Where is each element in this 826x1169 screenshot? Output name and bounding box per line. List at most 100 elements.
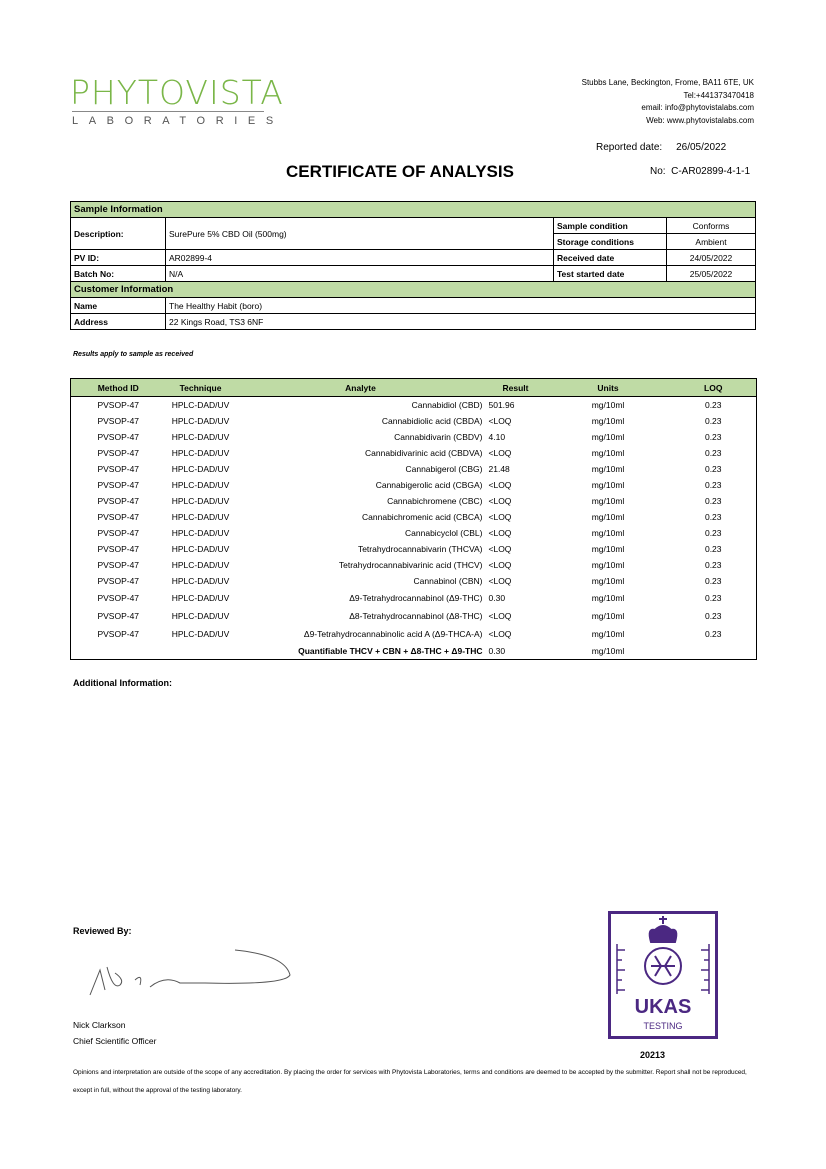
cell-analyte: Tetrahydrocannabivarin (THCVA) <box>357 544 483 554</box>
table-row: PVSOP-47 HPLC-DAD/UV Cannabinol (CBN) <LOQ m… <box>71 573 757 589</box>
cell-technique: HPLC-DAD/UV <box>171 560 230 570</box>
cell-technique: HPLC-DAD/UV <box>171 528 230 538</box>
description-value: SurePure 5% CBD Oil (500mg) <box>165 217 554 250</box>
storage-label: Storage conditions <box>553 233 667 250</box>
no-label: No: <box>650 166 666 177</box>
table-row: PVSOP-47 HPLC-DAD/UV Δ9-Tetrahydrocannabin… <box>71 589 757 607</box>
empty-cell <box>166 643 236 660</box>
cell-result: <LOQ <box>488 480 512 490</box>
cell-loq: 0.23 <box>704 629 722 639</box>
cell-technique: HPLC-DAD/UV <box>171 400 230 410</box>
description-label: Description: <box>70 217 166 250</box>
table-row: PVSOP-47 HPLC-DAD/UV Cannabichromene (CBC)… <box>71 493 757 509</box>
email: email: info@phytovistalabs.com <box>641 103 754 112</box>
cell-method-id: PVSOP-47 <box>97 464 140 474</box>
logo-subtitle: LABORATORIES <box>72 115 284 127</box>
cell-technique: HPLC-DAD/UV <box>171 464 230 474</box>
cell-technique: HPLC-DAD/UV <box>171 544 230 554</box>
cell-method-id: PVSOP-47 <box>97 593 140 603</box>
cell-units: mg/10ml <box>591 560 625 570</box>
address-line: Stubbs Lane, Beckington, Frome, BA11 6TE… <box>581 78 754 87</box>
results-header-row: Method ID Technique Analyte Result Units LOQ <box>70 378 757 397</box>
condition-label: Sample condition <box>553 217 667 234</box>
cell-loq: 0.23 <box>704 560 722 570</box>
cell-result: <LOQ <box>488 560 512 570</box>
cell-method-id: PVSOP-47 <box>97 432 140 442</box>
certificate-number: No: C-AR02899-4-1-1 <box>650 166 750 177</box>
cell-technique: HPLC-DAD/UV <box>171 611 230 621</box>
total-result: 0.30 <box>488 646 506 656</box>
cell-units: mg/10ml <box>591 496 625 506</box>
header-method-id: Method ID <box>70 378 166 397</box>
cell-units: mg/10ml <box>591 464 625 474</box>
cell-technique: HPLC-DAD/UV <box>171 432 230 442</box>
empty-cell <box>671 643 757 660</box>
cell-technique: HPLC-DAD/UV <box>171 480 230 490</box>
cell-loq: 0.23 <box>704 480 722 490</box>
cell-technique: HPLC-DAD/UV <box>171 629 230 639</box>
table-row: PVSOP-47 HPLC-DAD/UV Cannabidivarinic acid… <box>71 445 757 461</box>
cell-method-id: PVSOP-47 <box>97 480 140 490</box>
ukas-number: 20213 <box>640 1050 666 1060</box>
received-value: 24/05/2022 <box>666 249 756 266</box>
reported-label: Reported date: <box>596 142 663 153</box>
table-row: PVSOP-47 HPLC-DAD/UV Tetrahydrocannabivari… <box>71 557 757 573</box>
total-units: mg/10ml <box>591 646 625 656</box>
cell-analyte: Cannabinol (CBN) <box>413 576 483 586</box>
cell-result: 4.10 <box>488 432 506 442</box>
table-row: PVSOP-47 HPLC-DAD/UV Δ9-Tetrahydrocannabin… <box>71 625 757 643</box>
table-row: PVSOP-47 HPLC-DAD/UV Tetrahydrocannabivari… <box>71 541 757 557</box>
cell-analyte: Tetrahydrocannabivarinic acid (THCV) <box>338 560 483 570</box>
table-row: PVSOP-47 HPLC-DAD/UV Cannabidiolic acid (C… <box>71 413 757 429</box>
cell-method-id: PVSOP-47 <box>97 496 140 506</box>
cell-result: 501.96 <box>488 400 515 410</box>
cell-technique: HPLC-DAD/UV <box>171 593 230 603</box>
cell-result: <LOQ <box>488 496 512 506</box>
cell-analyte: Δ9-Tetrahydrocannabinol (Δ9-THC) <box>349 593 483 603</box>
empty-cell <box>71 643 166 660</box>
no-value: C-AR02899-4-1-1 <box>671 166 751 177</box>
page-title: CERTIFICATE OF ANALYSIS <box>286 162 514 181</box>
header-analyte: Analyte <box>235 378 486 397</box>
cell-method-id: PVSOP-47 <box>97 576 140 586</box>
cell-analyte: Cannabidivarin (CBDV) <box>394 432 483 442</box>
ukas-text: UKAS <box>635 996 692 1018</box>
cell-technique: HPLC-DAD/UV <box>171 416 230 426</box>
cell-technique: HPLC-DAD/UV <box>171 448 230 458</box>
batch-label: Batch No: <box>70 265 166 282</box>
lab-address: Stubbs Lane, Beckington, Frome, BA11 6TE… <box>582 77 754 127</box>
cell-loq: 0.23 <box>704 512 722 522</box>
table-row: PVSOP-47 HPLC-DAD/UV Cannabichromenic acid… <box>71 509 757 525</box>
cell-technique: HPLC-DAD/UV <box>171 496 230 506</box>
total-label: Quantifiable THCV + CBN + Δ8-THC + Δ9-TH… <box>298 646 483 656</box>
cell-loq: 0.23 <box>704 544 722 554</box>
cell-units: mg/10ml <box>591 416 625 426</box>
cell-units: mg/10ml <box>591 528 625 538</box>
cell-method-id: PVSOP-47 <box>97 560 140 570</box>
website: Web: www.phytovistalabs.com <box>646 115 754 125</box>
cell-units: mg/10ml <box>591 611 625 621</box>
started-label: Test started date <box>553 265 667 282</box>
pvid-value: AR02899-4 <box>165 249 554 266</box>
cell-loq: 0.23 <box>704 611 722 621</box>
reviewer: Nick Clarkson Chief Scientific Officer <box>73 1017 156 1049</box>
cell-analyte: Δ9-Tetrahydrocannabinolic acid A (Δ9-THC… <box>303 629 483 639</box>
cell-loq: 0.23 <box>704 576 722 586</box>
cell-method-id: PVSOP-47 <box>97 528 140 538</box>
cell-method-id: PVSOP-47 <box>97 629 140 639</box>
cell-method-id: PVSOP-47 <box>97 416 140 426</box>
header-technique: Technique <box>165 378 236 397</box>
footer-disclaimer: Opinions and interpretation are outside … <box>73 1069 747 1094</box>
cell-units: mg/10ml <box>591 480 625 490</box>
table-row: PVSOP-47 HPLC-DAD/UV Cannabigerolic acid (… <box>71 477 757 493</box>
storage-value: Ambient <box>666 233 756 250</box>
cell-result: <LOQ <box>488 416 512 426</box>
cell-loq: 0.23 <box>704 432 722 442</box>
cell-technique: HPLC-DAD/UV <box>171 512 230 522</box>
cell-method-id: PVSOP-47 <box>97 512 140 522</box>
cell-loq: 0.23 <box>704 464 722 474</box>
cell-analyte: Cannabigerol (CBG) <box>405 464 483 474</box>
header-loq: LOQ <box>670 378 757 397</box>
customer-name: The Healthy Habit (boro) <box>165 297 756 314</box>
